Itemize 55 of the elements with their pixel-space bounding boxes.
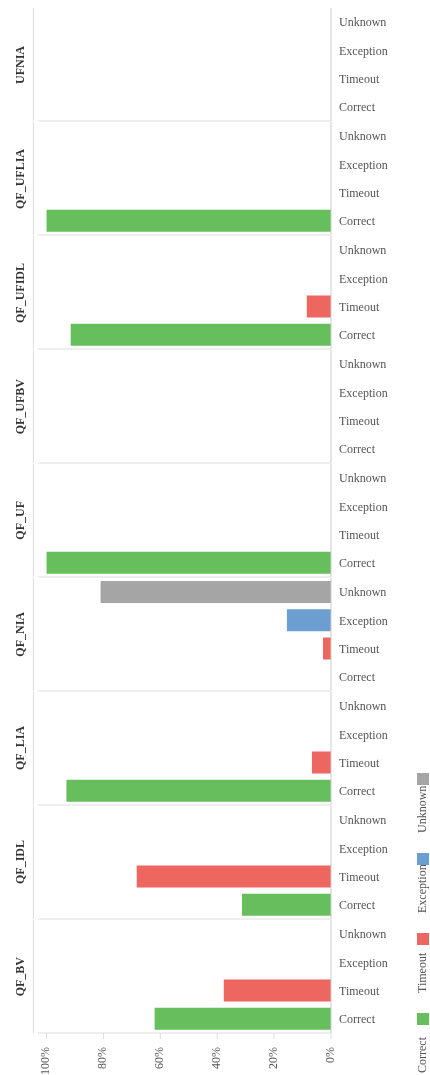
x-tick-label: 0% — [322, 1047, 337, 1063]
y-tick-label: Unknown — [339, 243, 387, 258]
x-tick-label: 60% — [152, 1047, 167, 1069]
y-tick-label: Exception — [339, 613, 388, 628]
y-tick-label: Unknown — [339, 813, 387, 828]
y-tick-label: Timeout — [339, 527, 380, 542]
text: QF_NIA — [13, 612, 28, 657]
y-tick-label: Correct — [339, 556, 376, 571]
legend-label: Unknown — [414, 785, 429, 833]
y-tick-label: Unknown — [339, 15, 387, 30]
text: QF_UFIDL — [13, 262, 28, 323]
y-tick-label: Correct — [339, 1012, 376, 1027]
y-tick-label: Correct — [339, 442, 376, 457]
y-tick-label: Unknown — [339, 357, 387, 372]
x-tick-label: 80% — [95, 1047, 110, 1069]
y-tick-label: Exception — [339, 157, 388, 172]
y-tick-label: Timeout — [339, 413, 380, 428]
y-tick-label: Timeout — [339, 71, 380, 86]
y-tick-label: Correct — [339, 784, 376, 799]
y-tick-label: Timeout — [339, 983, 380, 998]
y-tick-label: Exception — [339, 499, 388, 514]
y-tick-label: Exception — [339, 43, 388, 58]
y-tick-label: Timeout — [339, 299, 380, 314]
y-tick-label: Exception — [339, 727, 388, 742]
y-tick-label: Unknown — [339, 129, 387, 144]
y-tick-label: Unknown — [339, 471, 387, 486]
y-tick-label: Correct — [339, 100, 376, 115]
text: QF_BV — [13, 956, 28, 997]
text: QF_LIA — [13, 726, 28, 771]
text: QF_UF — [13, 501, 28, 540]
y-tick-label: Unknown — [339, 699, 387, 714]
y-tick-label: Correct — [339, 214, 376, 229]
y-tick-label: Exception — [339, 385, 388, 400]
y-tick-label: Correct — [339, 898, 376, 913]
y-tick-label: Exception — [339, 841, 388, 856]
x-tick-label: 20% — [265, 1047, 280, 1069]
text: UFNIA — [13, 45, 28, 84]
y-tick-label: Unknown — [339, 585, 387, 600]
y-tick-label: Timeout — [339, 641, 380, 656]
text: QF_IDL — [13, 840, 28, 885]
legend-label: Correct — [414, 1036, 429, 1073]
y-tick-label: Correct — [339, 670, 376, 685]
text: QF_UFLIA — [13, 148, 28, 209]
y-tick-label: Timeout — [339, 869, 380, 884]
legend-label: Timeout — [414, 952, 429, 993]
y-tick-label: Exception — [339, 271, 388, 286]
y-tick-label: Correct — [339, 328, 376, 343]
y-tick-label: Timeout — [339, 755, 380, 770]
x-tick-label: 40% — [208, 1047, 223, 1069]
y-tick-label: Exception — [339, 955, 388, 970]
y-tick-label: Unknown — [339, 927, 387, 942]
x-tick-label: 100% — [38, 1047, 53, 1075]
text: QF_UFBV — [13, 378, 28, 435]
legend-label: Exception — [414, 864, 429, 913]
y-tick-label: Timeout — [339, 185, 380, 200]
